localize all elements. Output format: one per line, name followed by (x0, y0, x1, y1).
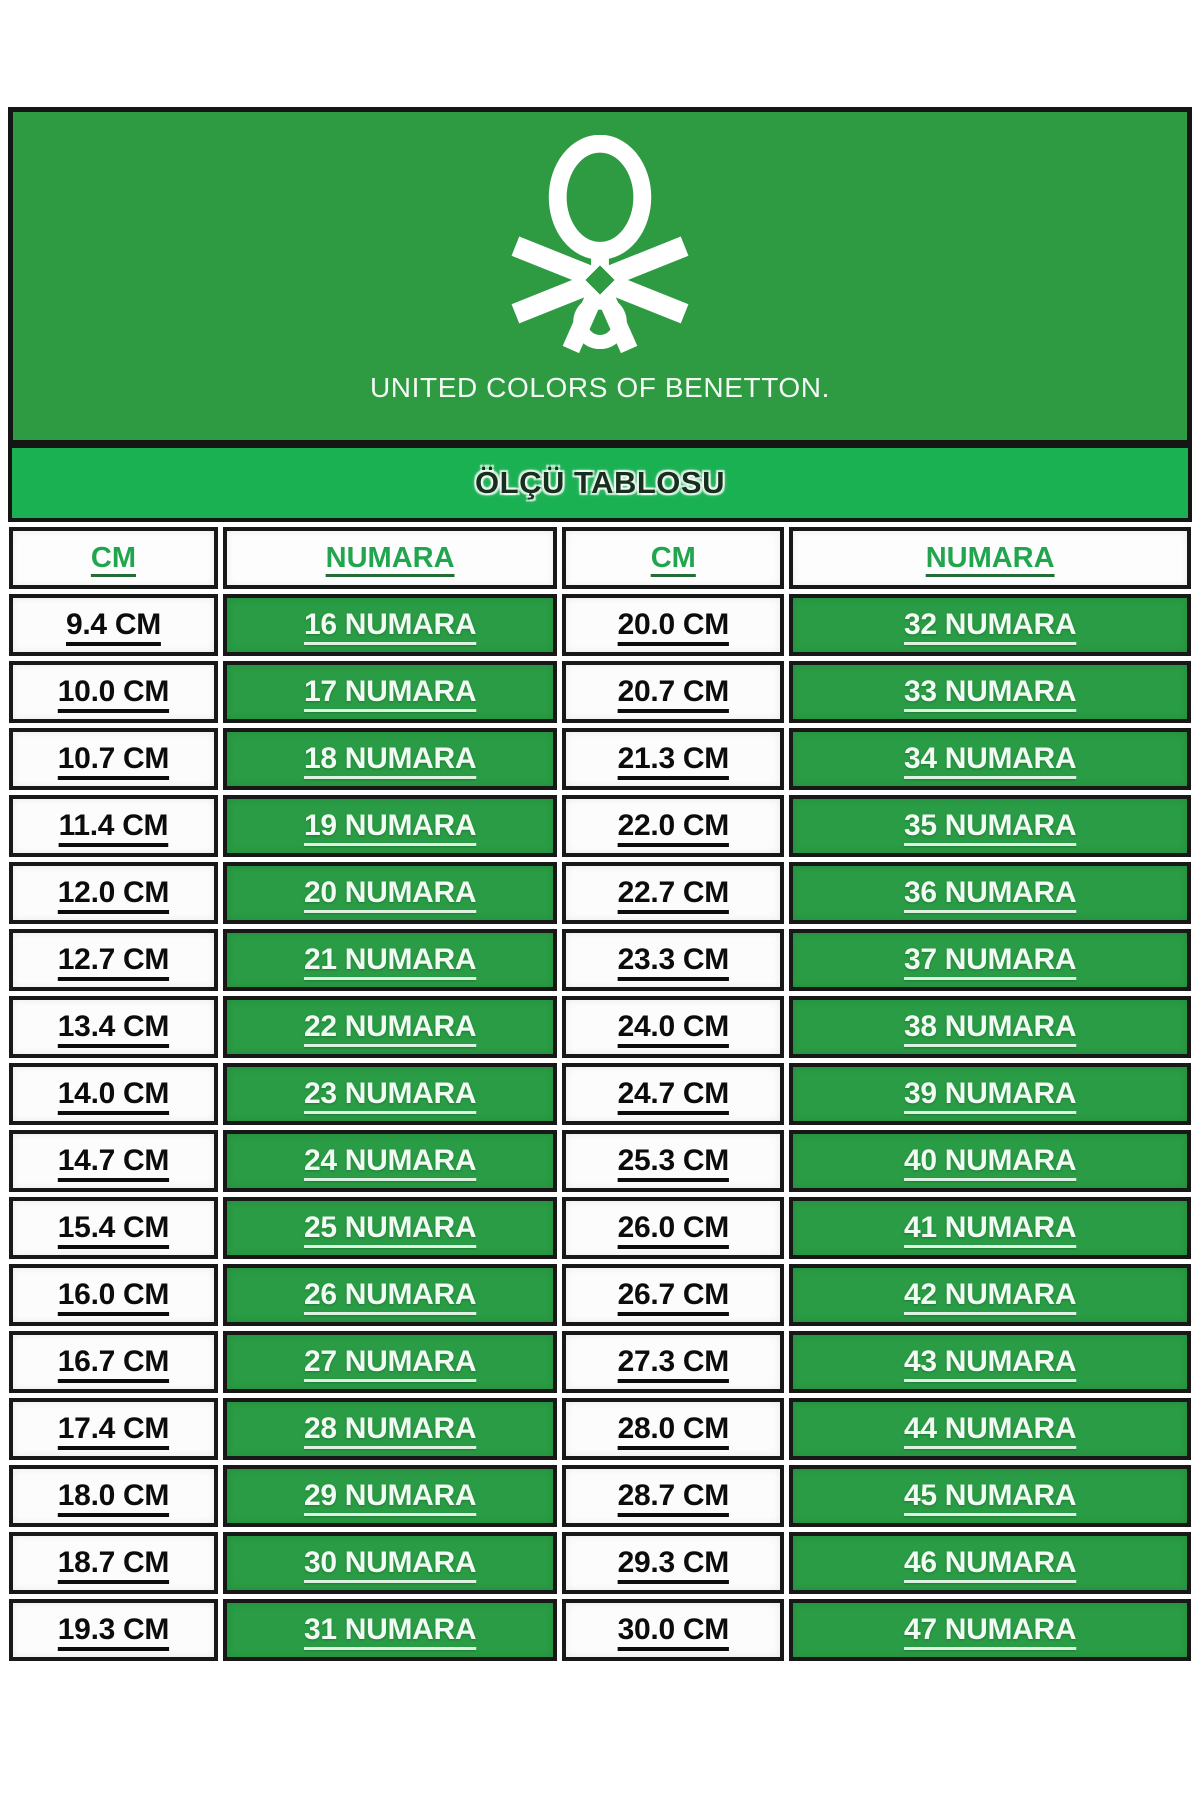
cm-value-cell: 12.7 CM (9, 929, 218, 991)
numara-value-cell: 29 NUMARA (222, 1465, 558, 1527)
column-header-cm-right: CM (562, 527, 785, 589)
numara-value-cell: 32 NUMARA (789, 594, 1191, 656)
numara-value-cell: 27 NUMARA (222, 1331, 558, 1393)
cm-value-cell: 28.0 CM (562, 1398, 785, 1460)
table-row: 9.4 CM 16 NUMARA 20.0 CM 32 NUMARA (9, 594, 1191, 656)
table-row: 17.4 CM 28 NUMARA 28.0 CM 44 NUMARA (9, 1398, 1191, 1460)
numara-value-cell: 42 NUMARA (789, 1264, 1191, 1326)
cm-value-cell: 11.4 CM (9, 795, 218, 857)
numara-value-cell: 26 NUMARA (222, 1264, 558, 1326)
numara-value-cell: 45 NUMARA (789, 1465, 1191, 1527)
table-row: 13.4 CM 22 NUMARA 24.0 CM 38 NUMARA (9, 996, 1191, 1058)
numara-value-cell: 17 NUMARA (222, 661, 558, 723)
cm-value-cell: 12.0 CM (9, 862, 218, 924)
numara-value-cell: 33 NUMARA (789, 661, 1191, 723)
numara-value-cell: 21 NUMARA (222, 929, 558, 991)
cm-value-cell: 23.3 CM (562, 929, 785, 991)
logo-container (506, 134, 694, 362)
numara-value-cell: 44 NUMARA (789, 1398, 1191, 1460)
numara-value-cell: 40 NUMARA (789, 1130, 1191, 1192)
numara-value-cell: 39 NUMARA (789, 1063, 1191, 1125)
table-row: 12.7 CM 21 NUMARA 23.3 CM 37 NUMARA (9, 929, 1191, 991)
table-row: 18.7 CM 30 NUMARA 29.3 CM 46 NUMARA (9, 1532, 1191, 1594)
numara-value-cell: 34 NUMARA (789, 728, 1191, 790)
numara-value-cell: 36 NUMARA (789, 862, 1191, 924)
cm-value-cell: 17.4 CM (9, 1398, 218, 1460)
table-row: 10.7 CM 18 NUMARA 21.3 CM 34 NUMARA (9, 728, 1191, 790)
table-row: 14.0 CM 23 NUMARA 24.7 CM 39 NUMARA (9, 1063, 1191, 1125)
numara-value-cell: 19 NUMARA (222, 795, 558, 857)
table-header-row: CM NUMARA CM NUMARA (9, 527, 1191, 589)
table-row: 15.4 CM 25 NUMARA 26.0 CM 41 NUMARA (9, 1197, 1191, 1259)
cm-value-cell: 10.7 CM (9, 728, 218, 790)
table-row: 14.7 CM 24 NUMARA 25.3 CM 40 NUMARA (9, 1130, 1191, 1192)
cm-value-cell: 18.7 CM (9, 1532, 218, 1594)
cm-value-cell: 26.0 CM (562, 1197, 785, 1259)
column-header-cm-left: CM (9, 527, 218, 589)
cm-value-cell: 10.0 CM (9, 661, 218, 723)
numara-value-cell: 35 NUMARA (789, 795, 1191, 857)
cm-value-cell: 15.4 CM (9, 1197, 218, 1259)
column-header-numara-left: NUMARA (222, 527, 558, 589)
numara-value-cell: 38 NUMARA (789, 996, 1191, 1058)
size-table-banner: ÖLÇÜ TABLOSU (8, 445, 1192, 522)
page-title: ÖLÇÜ TABLOSU (475, 465, 725, 500)
cm-value-cell: 28.7 CM (562, 1465, 785, 1527)
cm-value-cell: 30.0 CM (562, 1599, 785, 1661)
cm-value-cell: 13.4 CM (9, 996, 218, 1058)
cm-value-cell: 20.7 CM (562, 661, 785, 723)
numara-value-cell: 20 NUMARA (222, 862, 558, 924)
cm-value-cell: 21.3 CM (562, 728, 785, 790)
cm-value-cell: 26.7 CM (562, 1264, 785, 1326)
table-row: 11.4 CM 19 NUMARA 22.0 CM 35 NUMARA (9, 795, 1191, 857)
benetton-knot-icon (511, 135, 689, 354)
cm-value-cell: 19.3 CM (9, 1599, 218, 1661)
numara-value-cell: 46 NUMARA (789, 1532, 1191, 1594)
cm-value-cell: 20.0 CM (562, 594, 785, 656)
cm-value-cell: 27.3 CM (562, 1331, 785, 1393)
numara-value-cell: 30 NUMARA (222, 1532, 558, 1594)
numara-value-cell: 31 NUMARA (222, 1599, 558, 1661)
cm-value-cell: 29.3 CM (562, 1532, 785, 1594)
numara-value-cell: 28 NUMARA (222, 1398, 558, 1460)
table-row: 18.0 CM 29 NUMARA 28.7 CM 45 NUMARA (9, 1465, 1191, 1527)
cm-value-cell: 16.7 CM (9, 1331, 218, 1393)
table-row: 16.0 CM 26 NUMARA 26.7 CM 42 NUMARA (9, 1264, 1191, 1326)
cm-value-cell: 22.0 CM (562, 795, 785, 857)
table-row: 12.0 CM 20 NUMARA 22.7 CM 36 NUMARA (9, 862, 1191, 924)
cm-value-cell: 9.4 CM (9, 594, 218, 656)
numara-value-cell: 43 NUMARA (789, 1331, 1191, 1393)
column-header-numara-right: NUMARA (789, 527, 1191, 589)
numara-value-cell: 16 NUMARA (222, 594, 558, 656)
numara-value-cell: 23 NUMARA (222, 1063, 558, 1125)
numara-value-cell: 41 NUMARA (789, 1197, 1191, 1259)
table-row: 16.7 CM 27 NUMARA 27.3 CM 43 NUMARA (9, 1331, 1191, 1393)
numara-value-cell: 47 NUMARA (789, 1599, 1191, 1661)
cm-value-cell: 14.7 CM (9, 1130, 218, 1192)
brand-caption: UNITED COLORS OF BENETTON. (369, 372, 831, 403)
cm-value-cell: 16.0 CM (9, 1264, 218, 1326)
cm-value-cell: 14.0 CM (9, 1063, 218, 1125)
numara-value-cell: 37 NUMARA (789, 929, 1191, 991)
cm-value-cell: 24.0 CM (562, 996, 785, 1058)
table-row: 10.0 CM 17 NUMARA 20.7 CM 33 NUMARA (9, 661, 1191, 723)
numara-value-cell: 18 NUMARA (222, 728, 558, 790)
size-table: CM NUMARA CM NUMARA 9.4 CM 16 NUMARA 20.0 … (4, 522, 1196, 1666)
numara-value-cell: 22 NUMARA (222, 996, 558, 1058)
numara-value-cell: 24 NUMARA (222, 1130, 558, 1192)
cm-value-cell: 18.0 CM (9, 1465, 218, 1527)
size-table-body: 9.4 CM 16 NUMARA 20.0 CM 32 NUMARA 10.0 CM 17… (9, 594, 1191, 1661)
brand-header-panel: UNITED COLORS OF BENETTON. (8, 107, 1192, 445)
cm-value-cell: 25.3 CM (562, 1130, 785, 1192)
cm-value-cell: 22.7 CM (562, 862, 785, 924)
cm-value-cell: 24.7 CM (562, 1063, 785, 1125)
numara-value-cell: 25 NUMARA (222, 1197, 558, 1259)
table-row: 19.3 CM 31 NUMARA 30.0 CM 47 NUMARA (9, 1599, 1191, 1661)
